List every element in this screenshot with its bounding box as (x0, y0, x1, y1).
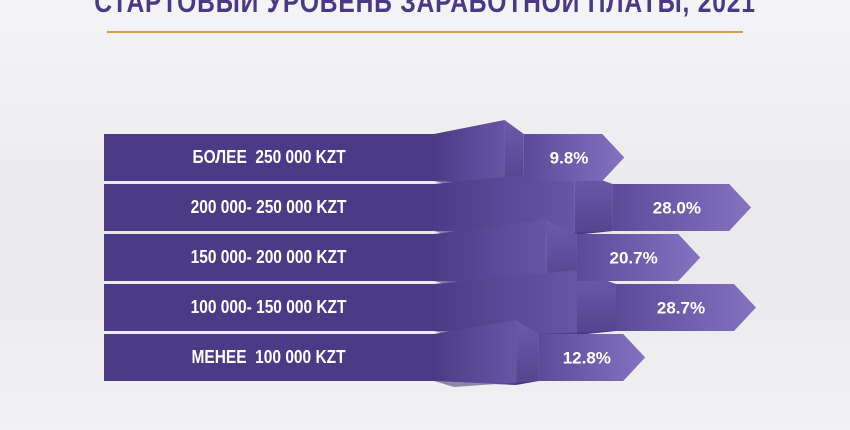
block-face-0 (434, 120, 505, 185)
value-arrow-1 (612, 184, 752, 231)
block-side-0 (504, 120, 524, 185)
block-side-2 (546, 220, 577, 285)
block-side-3 (577, 270, 616, 335)
block-face-1 (434, 170, 575, 235)
block-face-3 (434, 270, 577, 335)
value-label-2: 20.7% (610, 249, 658, 268)
chart-title: СТАРТОВЫЙ УРОВЕНЬ ЗАРАБОТНОЙ ПЛАТЫ, 2021 (94, 0, 756, 19)
value-arrow-3 (616, 284, 756, 331)
block-face-2 (434, 220, 547, 285)
value-arrow-0 (523, 134, 625, 181)
category-label-3: 100 000- 150 000 KZT (104, 284, 434, 331)
block-shadow-4 (434, 381, 539, 387)
title-underline (107, 31, 743, 33)
arrow-layer: 9.8% 28.0% 20.7% 28.7% 12.8% (523, 134, 756, 381)
category-label-4: МЕНЕЕ 100 000 KZT (104, 334, 434, 381)
value-label-3: 28.7% (657, 299, 705, 318)
category-label-0: БОЛЕЕ 250 000 KZT (104, 134, 434, 181)
value-label-4: 12.8% (563, 349, 611, 368)
value-arrow-2 (576, 234, 701, 281)
category-label-1: 200 000- 250 000 KZT (104, 184, 434, 231)
block-layer (434, 120, 616, 387)
block-side-1 (574, 170, 613, 235)
value-label-0: 9.8% (550, 149, 589, 168)
block-side-4 (516, 320, 539, 385)
block-face-4 (434, 320, 517, 385)
value-label-1: 28.0% (653, 199, 701, 218)
category-label-2: 150 000- 200 000 KZT (104, 234, 434, 281)
value-arrow-4 (538, 334, 646, 381)
